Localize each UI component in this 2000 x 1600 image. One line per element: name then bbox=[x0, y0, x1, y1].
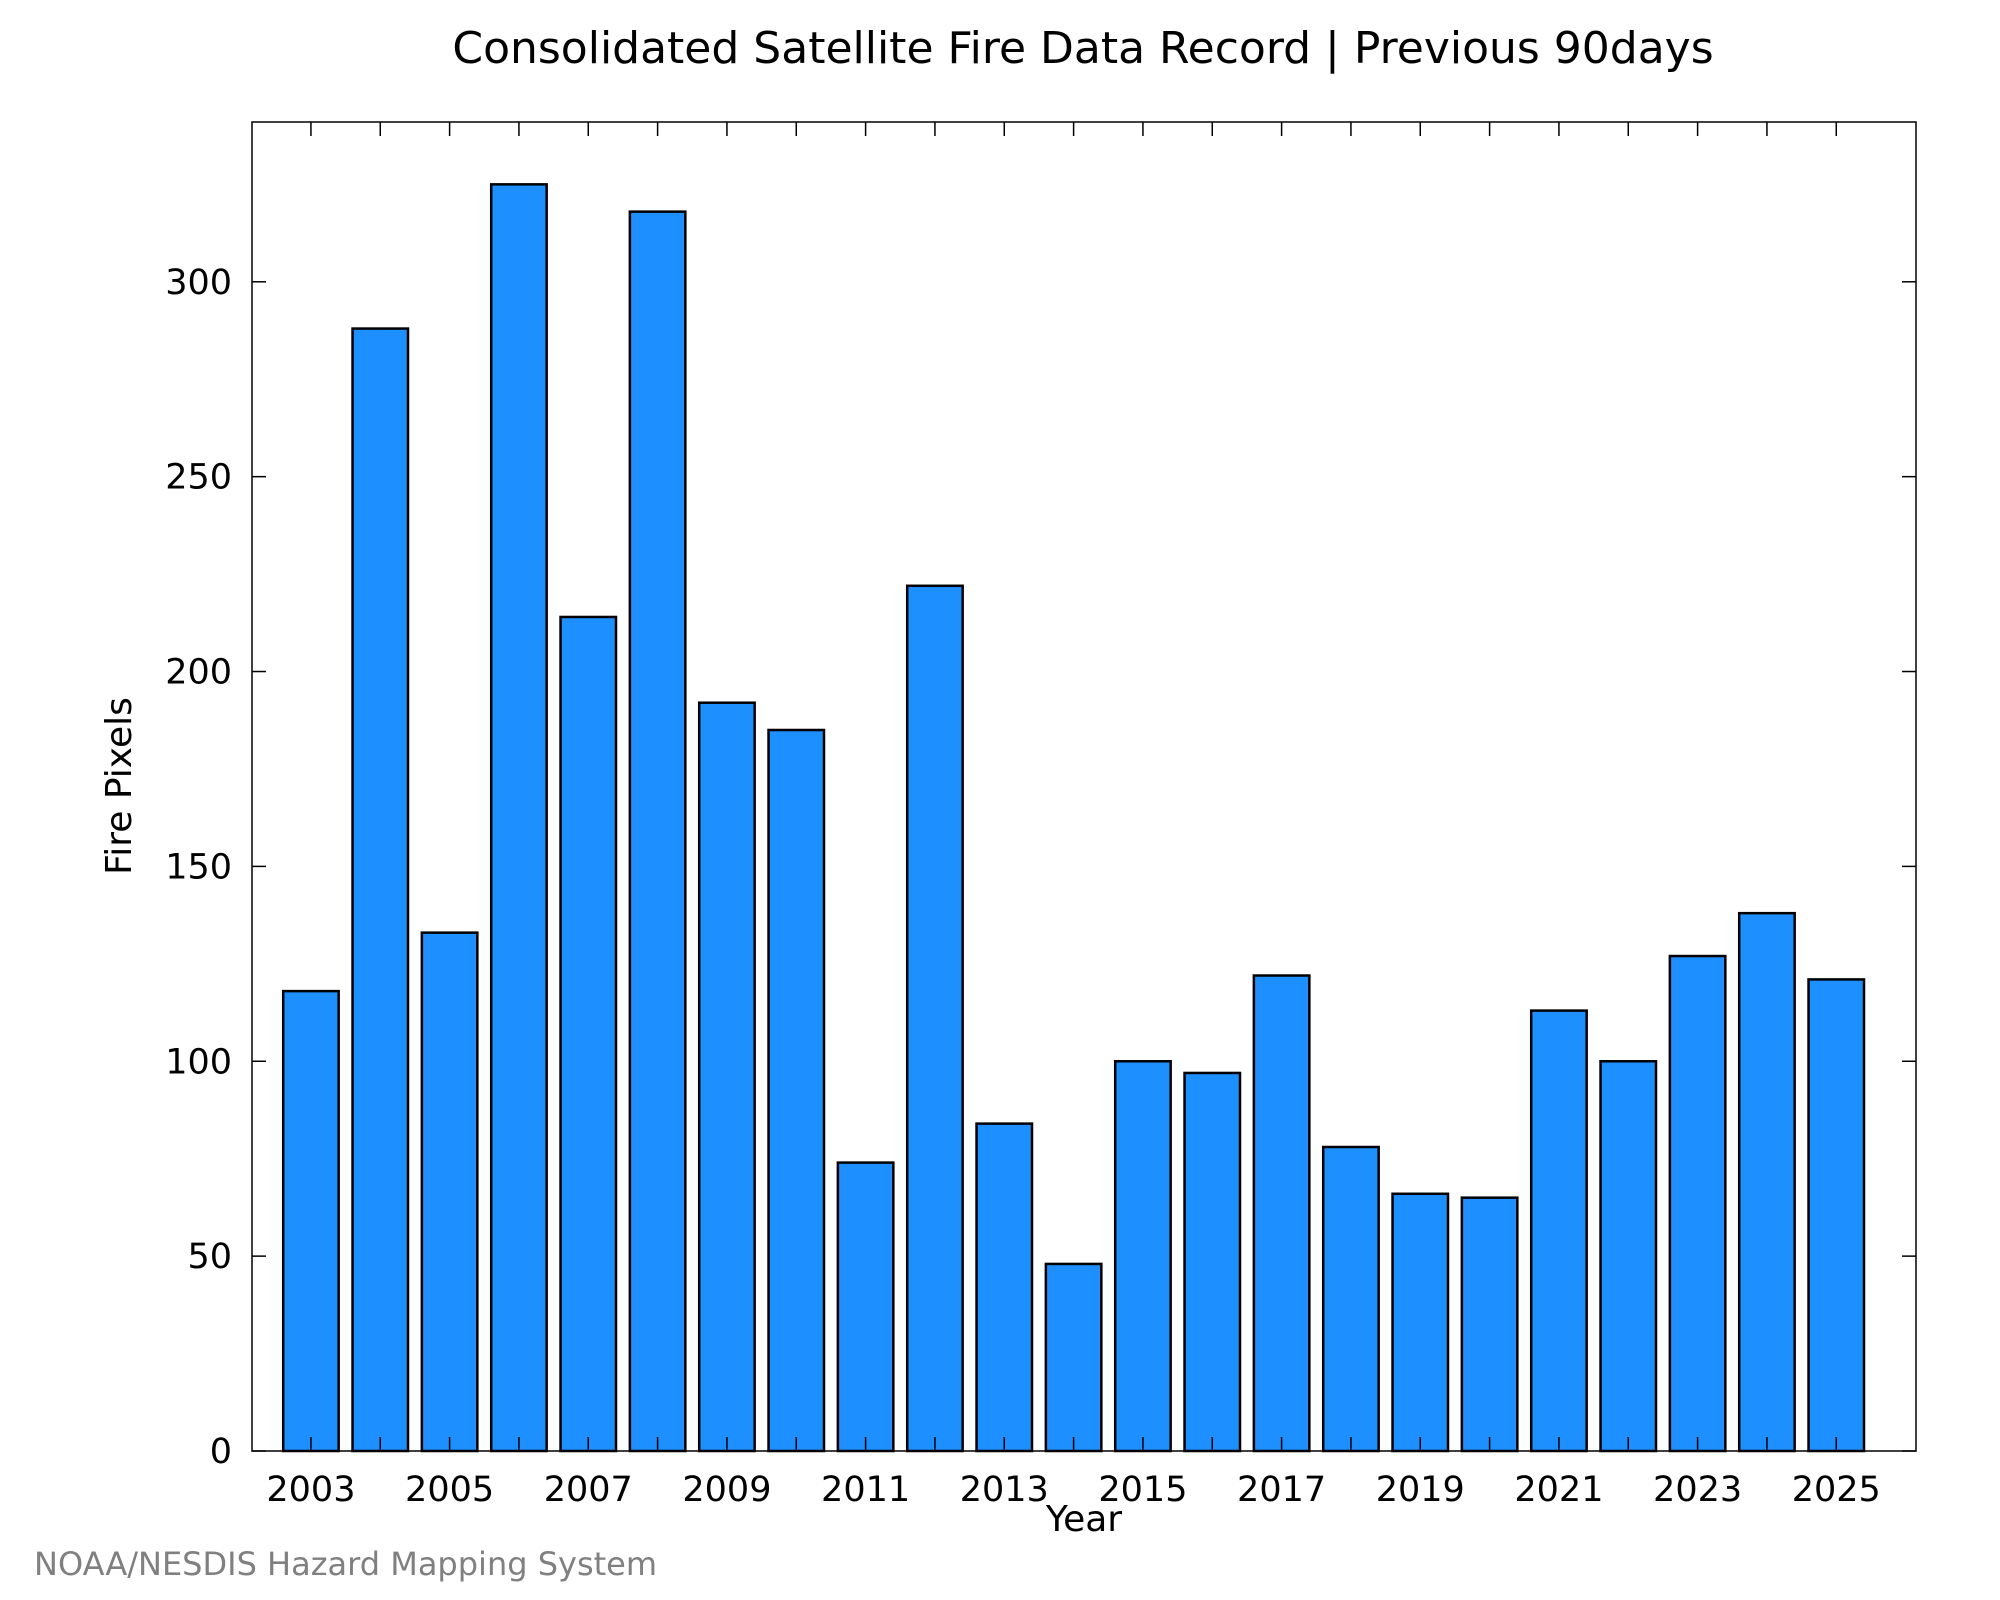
bar-2011 bbox=[836, 1161, 895, 1453]
y-tick-label-250: 250 bbox=[165, 458, 232, 498]
bar-2003 bbox=[281, 989, 340, 1453]
bar-2017 bbox=[1252, 974, 1311, 1453]
y-tick-label-0: 0 bbox=[210, 1432, 232, 1472]
bar-2022 bbox=[1599, 1060, 1658, 1453]
chart-title: Consolidated Satellite Fire Data Record … bbox=[452, 23, 1713, 74]
x-tick-label-2023: 2023 bbox=[1653, 1470, 1742, 1510]
bar-2009 bbox=[697, 701, 756, 1453]
y-axis-ticks: 0 50 100 150 200 250 300 bbox=[165, 263, 1916, 1472]
x-tick-label-2021: 2021 bbox=[1514, 1470, 1603, 1510]
bar-2021 bbox=[1529, 1009, 1588, 1453]
x-axis-label: Year bbox=[1045, 1499, 1122, 1540]
bar-2012 bbox=[905, 584, 964, 1453]
footer-credit: NOAA/NESDIS Hazard Mapping System bbox=[34, 1545, 657, 1583]
x-axis-ticks: 2003 2005 2007 2009 2011 2013 2015 2017 2019 2021… bbox=[266, 122, 1881, 1510]
y-tick-label-200: 200 bbox=[165, 653, 232, 693]
x-tick-label-2025: 2025 bbox=[1792, 1470, 1881, 1510]
x-tick-label-2007: 2007 bbox=[544, 1470, 633, 1510]
bar-2016 bbox=[1183, 1071, 1242, 1453]
bars-layer bbox=[281, 183, 1866, 1453]
bar-2015 bbox=[1113, 1060, 1172, 1453]
bar-2025 bbox=[1807, 978, 1866, 1453]
bar-2010 bbox=[767, 728, 826, 1453]
x-tick-label-2003: 2003 bbox=[266, 1470, 355, 1510]
y-tick-label-300: 300 bbox=[165, 263, 232, 303]
x-tick-label-2017: 2017 bbox=[1237, 1470, 1326, 1510]
bar-2014 bbox=[1044, 1262, 1103, 1453]
x-tick-label-2013: 2013 bbox=[960, 1470, 1049, 1510]
bar-2007 bbox=[559, 615, 618, 1453]
bar-2004 bbox=[351, 327, 410, 1453]
bar-2020 bbox=[1460, 1196, 1519, 1453]
x-tick-label-2011: 2011 bbox=[821, 1470, 910, 1510]
y-tick-label-100: 100 bbox=[165, 1042, 232, 1082]
x-tick-label-2009: 2009 bbox=[682, 1470, 771, 1510]
y-axis-label: Fire Pixels bbox=[99, 697, 140, 875]
bar-2018 bbox=[1321, 1145, 1380, 1453]
y-tick-label-50: 50 bbox=[187, 1237, 232, 1277]
bar-2013 bbox=[975, 1122, 1034, 1453]
x-tick-label-2005: 2005 bbox=[405, 1470, 494, 1510]
bar-2019 bbox=[1391, 1192, 1450, 1453]
bar-2006 bbox=[489, 183, 548, 1453]
plot-frame bbox=[251, 121, 1917, 1452]
x-tick-label-2015: 2015 bbox=[1098, 1470, 1187, 1510]
bar-2005 bbox=[420, 931, 479, 1453]
bar-2023 bbox=[1668, 954, 1727, 1453]
x-tick-label-2019: 2019 bbox=[1376, 1470, 1465, 1510]
bar-2008 bbox=[628, 210, 687, 1453]
bar-2024 bbox=[1737, 911, 1796, 1453]
y-tick-label-150: 150 bbox=[165, 847, 232, 887]
